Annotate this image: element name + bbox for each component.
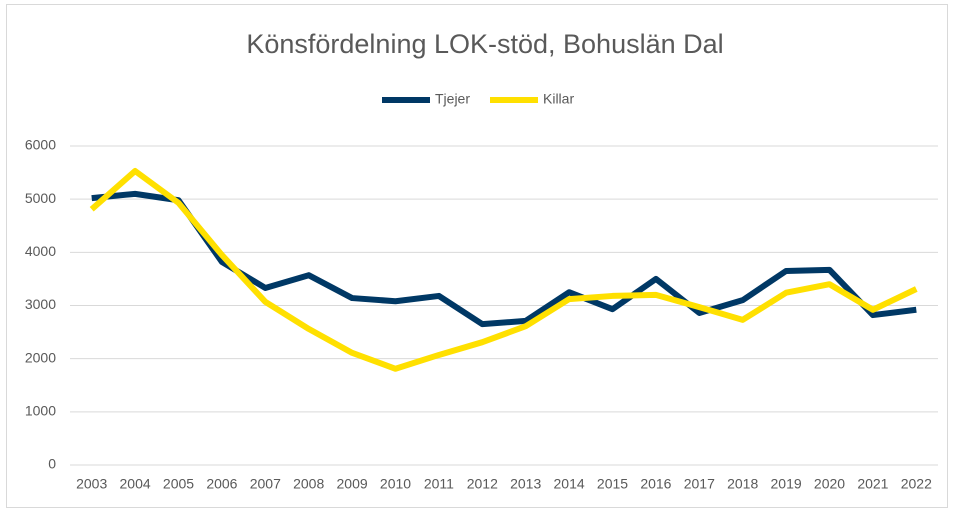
x-tick-label: 2013	[510, 476, 541, 492]
x-tick-label: 2003	[76, 476, 107, 492]
y-tick-label: 4000	[25, 243, 56, 259]
x-tick-label: 2004	[120, 476, 151, 492]
x-tick-label: 2006	[206, 476, 237, 492]
x-tick-label: 2011	[424, 476, 454, 492]
x-tick-label: 2015	[597, 476, 628, 492]
x-tick-label: 2012	[467, 476, 498, 492]
x-tick-label: 2008	[293, 476, 324, 492]
x-tick-label: 2005	[163, 476, 194, 492]
x-tick-label: 2017	[684, 476, 715, 492]
chart-title: Könsfördelning LOK-stöd, Bohuslän Dal	[246, 29, 723, 59]
y-tick-label: 1000	[25, 403, 56, 419]
x-tick-label: 2010	[380, 476, 411, 492]
x-tick-label: 2016	[640, 476, 671, 492]
x-tick-label: 2022	[901, 476, 932, 492]
x-tick-label: 2018	[727, 476, 758, 492]
y-tick-label: 5000	[25, 190, 56, 206]
y-tick-label: 0	[48, 456, 56, 472]
legend-label: Tjejer	[435, 91, 470, 107]
y-tick-label: 6000	[25, 137, 56, 153]
x-tick-label: 2020	[814, 476, 845, 492]
y-tick-label: 3000	[25, 296, 56, 312]
x-tick-label: 2019	[771, 476, 802, 492]
legend-label: Killar	[543, 91, 574, 107]
chart-border	[6, 4, 948, 508]
series-line	[89, 167, 918, 372]
x-tick-label: 2014	[554, 476, 585, 492]
x-tick-label: 2021	[857, 476, 888, 492]
y-tick-label: 2000	[25, 349, 56, 365]
x-tick-label: 2007	[250, 476, 281, 492]
x-tick-label: 2009	[337, 476, 368, 492]
